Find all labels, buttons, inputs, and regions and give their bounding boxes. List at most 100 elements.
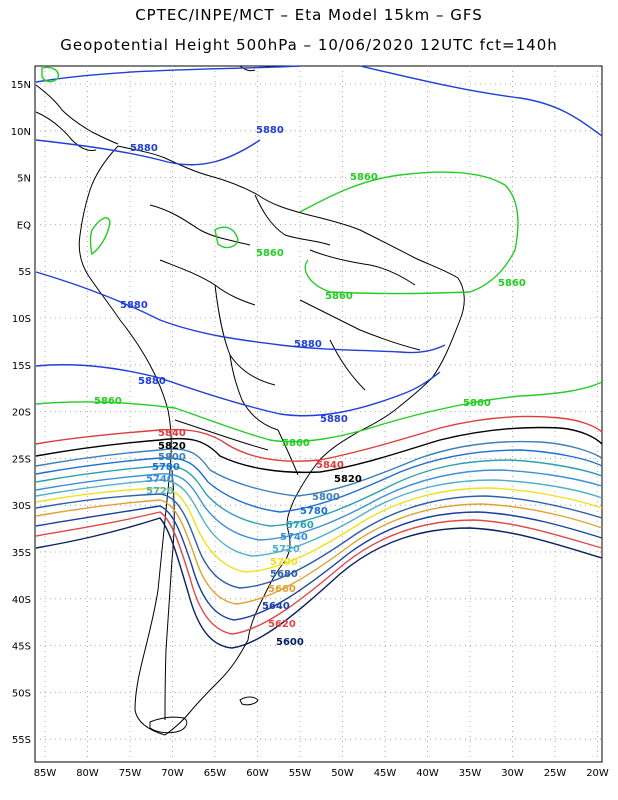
contour-label: 5860 — [256, 248, 284, 259]
central-america-coast — [35, 84, 119, 145]
coastlines — [35, 65, 465, 736]
contour-label: 5700 — [270, 557, 298, 568]
contour-label: 5660 — [268, 584, 296, 595]
contour-label: 5860 — [325, 291, 353, 302]
latitude-label: 50S — [12, 688, 31, 699]
contour-label: 5680 — [270, 569, 298, 580]
latitude-label: 15S — [12, 361, 31, 372]
longitude-label: 75W — [119, 768, 142, 779]
contour-label: 5800 — [312, 492, 340, 503]
latitude-label: 20S — [12, 408, 31, 419]
south-america-west-coast — [78, 145, 172, 736]
longitude-label: 85W — [34, 768, 57, 779]
latitude-label: 45S — [12, 642, 31, 653]
border-venezuela-guyana — [254, 194, 331, 246]
contour-5640 — [35, 505, 603, 621]
contour-label: 5860 — [463, 398, 491, 409]
contour-labels: 5880 5880 5880 5880 5880 5880 5860 5860 … — [94, 125, 526, 648]
contour-5780 — [35, 449, 603, 513]
contour-5880-caribbean — [35, 139, 261, 166]
contour-label: 5880 — [294, 339, 322, 350]
border-brazil-states-3 — [329, 339, 366, 391]
contour-label: 5880 — [130, 143, 158, 154]
latitude-label: 10S — [12, 314, 31, 325]
longitude-label: 35W — [459, 768, 482, 779]
contour-5820 — [35, 426, 603, 474]
contour-5680 — [35, 493, 603, 589]
longitude-label: 20W — [586, 768, 609, 779]
contour-label: 5820 — [334, 474, 362, 485]
contour-label: 5880 — [256, 125, 284, 136]
central-america-pacific — [35, 111, 97, 151]
contour-label: 5620 — [268, 619, 296, 630]
contour-5880-north — [35, 65, 301, 83]
border-colombia-peru — [149, 204, 251, 246]
contour-5880-south — [35, 364, 441, 417]
border-chile-argentina-north — [174, 419, 269, 451]
contour-5860-corner — [41, 66, 59, 83]
latitude-label: 5S — [18, 267, 31, 278]
map-title-line2: Geopotential Height 500hPa – 10/06/2020 … — [60, 36, 558, 54]
contour-5600 — [35, 517, 603, 649]
caribbean-island — [239, 65, 256, 72]
contour-label: 5640 — [262, 601, 290, 612]
latitude-label: 25S — [12, 454, 31, 465]
contour-label: 5740 — [280, 532, 308, 543]
map-title-line1: CPTEC/INPE/MCT – Eta Model 15km – GFS — [135, 6, 483, 24]
falkland-islands — [239, 696, 259, 706]
latitude-label: 40S — [12, 595, 31, 606]
longitude-label: 25W — [544, 768, 567, 779]
longitude-label: 55W — [289, 768, 312, 779]
contour-label: 5880 — [320, 414, 348, 425]
latitude-label: EQ — [17, 220, 31, 231]
contour-label: 5780 — [300, 506, 328, 517]
border-brazil-states-1 — [309, 249, 416, 286]
longitude-label: 40W — [416, 768, 439, 779]
contour-label: 5600 — [276, 637, 304, 648]
contour-label: 5840 — [316, 460, 344, 471]
longitude-label: 80W — [76, 768, 99, 779]
contour-5660 — [35, 499, 603, 605]
contour-label: 5820 — [158, 441, 186, 452]
contour-label: 5800 — [158, 452, 186, 463]
contour-5860-amazon — [299, 171, 519, 295]
latitude-labels: 15N 10N 5N EQ 5S 10S 15S 20S 25S 30S 35S 40S 45S 50S 5… — [11, 80, 31, 746]
longitude-label: 45W — [374, 768, 397, 779]
contour-5860-small — [214, 226, 239, 249]
longitude-label: 70W — [161, 768, 184, 779]
map-frame — [34, 65, 603, 763]
south-america-east-coast — [117, 145, 465, 736]
contour-5720 — [35, 479, 603, 557]
contour-5620 — [35, 511, 603, 635]
contour-label: 5720 — [146, 486, 174, 497]
contour-5860-main — [35, 381, 603, 443]
contour-5760 — [35, 459, 603, 527]
latitude-label: 15N — [11, 80, 31, 91]
contour-label: 5880 — [120, 300, 148, 311]
contour-5880-central — [35, 271, 446, 354]
contour-label: 5880 — [138, 376, 166, 387]
contour-label: 5740 — [146, 474, 174, 485]
border-uruguay — [277, 429, 299, 476]
latitude-label: 30S — [12, 501, 31, 512]
contour-label: 5780 — [152, 462, 180, 473]
border-bolivia — [214, 284, 276, 386]
longitude-label: 65W — [204, 768, 227, 779]
contour-5840 — [35, 415, 603, 462]
contour-lines — [35, 65, 603, 649]
latitude-label: 10N — [11, 127, 31, 138]
contour-5740 — [35, 469, 603, 541]
longitude-label: 30W — [501, 768, 524, 779]
border-chile-argentina-south — [164, 469, 175, 721]
contour-5700 — [35, 487, 603, 573]
contour-label: 5860 — [282, 438, 310, 449]
contour-label: 5760 — [286, 520, 314, 531]
latitude-label: 35S — [12, 548, 31, 559]
contour-label: 5720 — [272, 544, 300, 555]
latitude-label: 5N — [17, 174, 31, 185]
latitude-label: 55S — [12, 735, 31, 746]
contour-label: 5840 — [158, 428, 186, 439]
border-paraguay — [229, 354, 279, 431]
graticule — [35, 66, 602, 762]
